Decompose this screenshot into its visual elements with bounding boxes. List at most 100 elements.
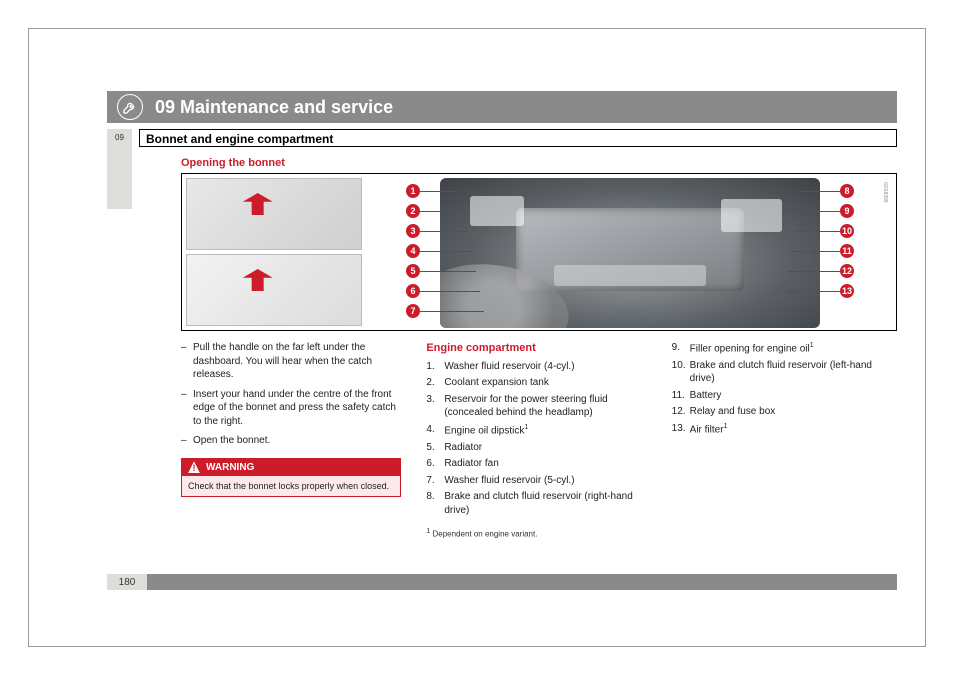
lead-line [420,291,480,292]
warning-box: ! WARNING Check that the bonnet locks pr… [181,458,401,498]
engine-item-number: 8. [426,490,434,504]
col-engine-list-2: 9. Filler opening for engine oil 1 10. Brake… [672,341,897,541]
callout-3: 3 [406,224,420,238]
callout-1: 1 [406,184,420,198]
footnote-text: Dependent on engine variant. [432,530,537,539]
engine-item-number: 13. [672,422,686,436]
engine-compartment-heading: Engine compartment [426,341,651,356]
engine-item: 11. Battery [672,389,897,403]
warning-icon: ! [188,461,200,473]
figure-id: G018399 [882,182,888,203]
engine-item: 1. Washer fluid reservoir (4-cyl.) [426,360,651,374]
chapter-tab-number: 09 [107,133,132,142]
callout-8: 8 [840,184,854,198]
callout-9: 9 [840,204,854,218]
engine-list-2: 9. Filler opening for engine oil 1 10. Brake… [672,341,897,437]
warning-text: Check that the bonnet locks properly whe… [182,476,400,496]
lead-line [420,271,476,272]
lead-line [420,311,484,312]
engine-list-1: 1. Washer fluid reservoir (4-cyl.) 2. Coola… [426,360,651,517]
engine-item-text: Washer fluid reservoir (4-cyl.) [444,361,574,372]
engine-item-text: Air filter [690,424,724,435]
engine-item-number: 6. [426,457,434,471]
engine-item: 7. Washer fluid reservoir (5-cyl.) [426,474,651,488]
callout-10: 10 [840,224,854,238]
callout-5: 5 [406,264,420,278]
engine-item-text: Relay and fuse box [690,406,776,417]
callout-6: 6 [406,284,420,298]
dashboard-handle-illus [186,178,362,250]
figure-box: G018399 12345678910111213 [181,173,897,331]
callout-4: 4 [406,244,420,258]
engine-item: 9.Filler opening for engine oil1 [672,341,897,356]
engine-item-number: 1. [426,360,434,374]
engine-item-number: 12. [672,405,686,419]
chapter-tab: 09 [107,129,132,209]
callout-2: 2 [406,204,420,218]
lead-line [420,191,460,192]
engine-item-sup: 1 [524,424,528,431]
manual-page: 09 Maintenance and service 09 Bonnet and… [28,28,926,647]
footer-bar [107,574,897,590]
engine-item-text: Radiator fan [444,458,498,469]
warning-label: WARNING [206,461,254,475]
engine-item-text: Washer fluid reservoir (5-cyl.) [444,475,574,486]
lead-line [420,251,472,252]
lead-line [791,251,840,252]
warning-header: ! WARNING [182,459,400,477]
engine-item: 2. Coolant expansion tank [426,376,651,390]
engine-item-text: Engine oil dipstick [444,425,524,436]
engine-item-number: 7. [426,474,434,488]
engine-item-text: Brake and clutch fluid reservoir (left-h… [690,360,872,385]
col-instructions: Pull the handle on the far left under th… [181,341,406,541]
bonnet-catch-illus [186,254,362,326]
callout-11: 11 [840,244,854,258]
engine-item-number: 10. [672,359,686,373]
footnote: 1 Dependent on engine variant. [426,527,651,540]
engine-item-text: Filler opening for engine oil [690,343,810,354]
engine-item-number: 2. [426,376,434,390]
footnote-mark: 1 [426,528,430,535]
chapter-title: 09 Maintenance and service [155,97,393,118]
lead-line [420,231,468,232]
opening-step: Insert your hand under the centre of the… [181,388,406,429]
lead-line [420,211,464,212]
lead-line [788,271,840,272]
opening-step: Open the bonnet. [181,434,406,448]
opening-steps: Pull the handle on the far left under th… [181,341,406,448]
body-columns: Pull the handle on the far left under th… [181,341,897,541]
opening-bonnet-heading: Opening the bonnet [181,157,285,169]
engine-item: 10. Brake and clutch fluid reservoir (lef… [672,359,897,386]
engine-item-sup: 1 [724,423,728,430]
col-engine-list: Engine compartment 1. Washer fluid reserv… [426,341,651,541]
callout-13: 13 [840,284,854,298]
lead-line [797,211,840,212]
engine-item: 3. Reservoir for the power steering fluid… [426,393,651,420]
engine-item-number: 9. [672,341,680,355]
opening-step: Pull the handle on the far left under th… [181,341,406,382]
callout-7: 7 [406,304,420,318]
wrench-icon [117,94,143,120]
engine-item-number: 4. [426,423,434,437]
engine-bay-figure: G018399 12345678910111213 [370,178,890,328]
engine-item-number: 11. [672,389,685,403]
engine-item-text: Reservoir for the power steering fluid (… [444,394,607,419]
bonnet-release-illustration [186,178,362,328]
lead-line [800,191,840,192]
engine-item-number: 3. [426,393,434,407]
engine-item-text: Coolant expansion tank [444,377,549,388]
callout-12: 12 [840,264,854,278]
section-title: Bonnet and engine compartment [139,129,897,147]
engine-item: 6. Radiator fan [426,457,651,471]
engine-item: 8. Brake and clutch fluid reservoir (righ… [426,490,651,517]
engine-item: 13. Air filter1 [672,422,897,437]
engine-item-text: Battery [690,390,722,401]
engine-item: 4. Engine oil dipstick1 [426,423,651,438]
lead-line [794,231,840,232]
engine-item: 12. Relay and fuse box [672,405,897,419]
engine-item-text: Radiator [444,442,482,453]
page-number: 180 [107,574,147,590]
engine-item: 5. Radiator [426,441,651,455]
engine-item-text: Brake and clutch fluid reservoir (right-… [444,491,632,516]
engine-item-number: 5. [426,441,434,455]
